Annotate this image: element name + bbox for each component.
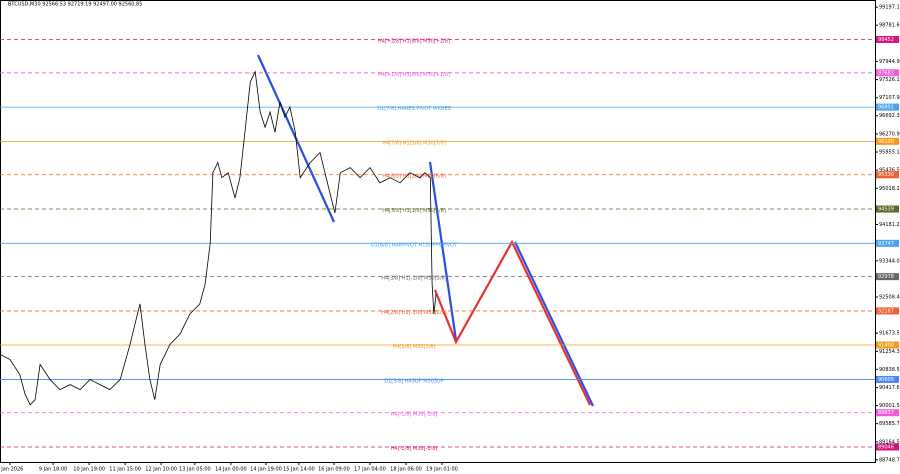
x-tick-label: 17 Jan 04:00	[354, 467, 386, 473]
y-tick-label: 95855.10	[879, 149, 900, 155]
price-tag	[876, 273, 899, 281]
y-tick-label: 90001.50	[879, 403, 900, 409]
chart-title: BTCUSD,M30 92566.53 92719.19 92497.00 92…	[8, 2, 142, 8]
level-label: D1[6/8] HARPIVOT H1SUPP&PIVOT	[371, 242, 458, 248]
x-tick-label: 8 Jan 2026	[0, 467, 23, 473]
level-label: H4[2/8] H1[-2/8] M30[2/8]	[381, 310, 446, 316]
price-tag-label: 98452	[878, 37, 894, 43]
y-tick-label: 91254.30	[879, 349, 900, 355]
y-tick-label: 95018.20	[879, 186, 900, 192]
price-tag-label: 96891	[878, 105, 894, 111]
level-label: H4[-2/8] M30[-2/8]	[391, 446, 438, 452]
x-tick-label: 14 Jan 00:00	[215, 467, 247, 473]
plot-frame	[0, 0, 876, 463]
y-tick-label: 96270.90	[879, 131, 900, 137]
level-label: H4[+1/8] H1[8/8] M30[+1/8]	[378, 72, 450, 78]
y-tick-label: 98781.60	[879, 23, 900, 29]
price-tag	[876, 375, 899, 383]
y-tick-label: 96692.30	[879, 113, 900, 119]
price-line	[0, 70, 437, 406]
y-tick-label: 91673.50	[879, 331, 900, 337]
price-tag	[876, 103, 899, 111]
x-tick-label: 19 Jan 01:00	[426, 467, 458, 473]
price-tag	[876, 409, 899, 417]
price-tag	[876, 307, 899, 315]
price-tag	[876, 171, 899, 179]
y-tick-label: 90417.60	[879, 385, 900, 391]
price-tag-label: 92978	[878, 274, 894, 280]
level-label: H4[3/8] H1[-1/8] M30[3/8]	[381, 276, 446, 282]
x-tick-label: 10 Jan 19:00	[73, 467, 105, 473]
price-tag	[876, 137, 899, 145]
price-tag-label: 90605	[878, 377, 894, 383]
level-label: H4[1/8] M30[1/8]	[392, 344, 435, 350]
y-tick-label: 93344.00	[879, 258, 900, 264]
y-tick-label: 97526.10	[879, 77, 900, 83]
level-label: D1[7/8] HARES PIVOT WKRES	[377, 106, 451, 112]
y-tick-label: 88748.70	[879, 457, 900, 463]
y-tick-label: 94181.20	[879, 222, 900, 228]
price-tag-label: 89046	[878, 445, 894, 451]
x-tick-label: 13 Jan 05:00	[179, 467, 211, 473]
price-tag-label: 96100	[878, 139, 894, 145]
price-tag-label: 89837	[878, 410, 894, 416]
x-tick-label: 18 Jan 06:00	[390, 467, 422, 473]
y-tick-label: 95436.50	[879, 168, 900, 174]
x-tick-label: 12 Jan 10:00	[145, 467, 177, 473]
price-tag-label: 91400	[878, 343, 894, 349]
x-tick-label: 14 Jan 19:00	[250, 467, 282, 473]
price-tag	[876, 239, 899, 247]
y-tick-label: 89164.50	[879, 439, 900, 445]
price-tag-label: 97683	[878, 70, 894, 76]
y-tick-label: 89585.70	[879, 421, 900, 427]
x-tick-label: 15 Jan 14:00	[283, 467, 315, 473]
price-tag	[876, 205, 899, 213]
y-tick-label: 97107.90	[879, 95, 900, 101]
price-tag-label: 95330	[878, 172, 894, 178]
y-tick-label: 90838.50	[879, 367, 900, 373]
price-tag-label: 92187	[878, 308, 894, 314]
trend-line	[428, 161, 458, 341]
price-tag-label: 93747	[878, 241, 894, 247]
price-tag	[876, 443, 899, 451]
level-label: D1[5/8] H4SUP M30SUP	[384, 378, 443, 384]
level-label: H4[5/8] H1[1/8] M30[5/8]	[382, 208, 446, 214]
x-tick-label: 11 Jan 15:00	[109, 467, 141, 473]
level-label: H4[-1/8] M30[-1/8]	[391, 412, 438, 418]
price-tag	[876, 341, 899, 349]
level-label: H4[7/8] H1[3/8] M30[7/8]	[382, 140, 446, 146]
y-tick-label: 97944.90	[879, 59, 900, 65]
level-label: H4[+2/8] H1[8/8] M30[+2/8]	[378, 38, 450, 44]
y-tick-label: 99197.10	[879, 5, 900, 11]
x-tick-label: 9 Jan 18:00	[39, 467, 67, 473]
price-tag-label: 94539	[878, 207, 894, 213]
level-label: H4[6/8] H1[2/8] M30[6/8]	[382, 174, 446, 180]
projection-path	[433, 239, 591, 406]
y-tick-label: 92508.40	[879, 294, 900, 300]
price-tag	[876, 69, 899, 77]
trend-line	[514, 241, 594, 407]
x-tick-label: 16 Jan 09:00	[318, 467, 350, 473]
price-tag	[876, 35, 899, 43]
